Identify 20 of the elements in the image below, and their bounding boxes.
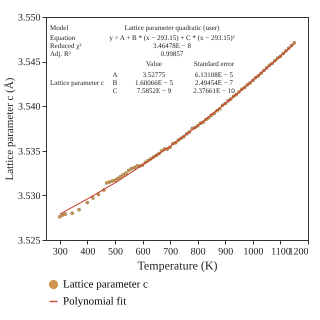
x-tick-label: 1200 <box>288 246 308 258</box>
x-tick-label: 500 <box>108 246 123 258</box>
y-tick-label: 3.545 <box>18 57 40 68</box>
y-tick-label: 3.540 <box>18 102 40 113</box>
x-tick-label: 300 <box>52 246 68 258</box>
y-tick-label: 3.550 <box>18 12 40 24</box>
x-axis-title: Temperature (K) <box>137 258 218 272</box>
x-tick-label: 700 <box>163 246 178 258</box>
y-tick-label: 3.530 <box>18 190 40 202</box>
legend-label: Lattice parameter c <box>63 278 148 290</box>
x-tick-label: 400 <box>80 246 96 258</box>
x-tick-label: 1000 <box>243 246 264 258</box>
x-tick-label: 900 <box>218 246 234 258</box>
x-tick-label: 800 <box>190 246 206 258</box>
y-tick-label: 3.525 <box>18 236 40 246</box>
x-tick-label: 600 <box>136 246 151 258</box>
y-tick-label: 3.535 <box>18 146 40 158</box>
x-tick-label: 1100 <box>271 246 291 258</box>
y-axis-title: Lattice parameter c (Å) <box>3 77 16 180</box>
legend-label: Polynomial fit <box>63 296 126 308</box>
